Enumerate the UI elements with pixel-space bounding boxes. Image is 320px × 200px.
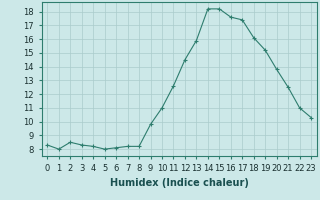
X-axis label: Humidex (Indice chaleur): Humidex (Indice chaleur)	[110, 178, 249, 188]
